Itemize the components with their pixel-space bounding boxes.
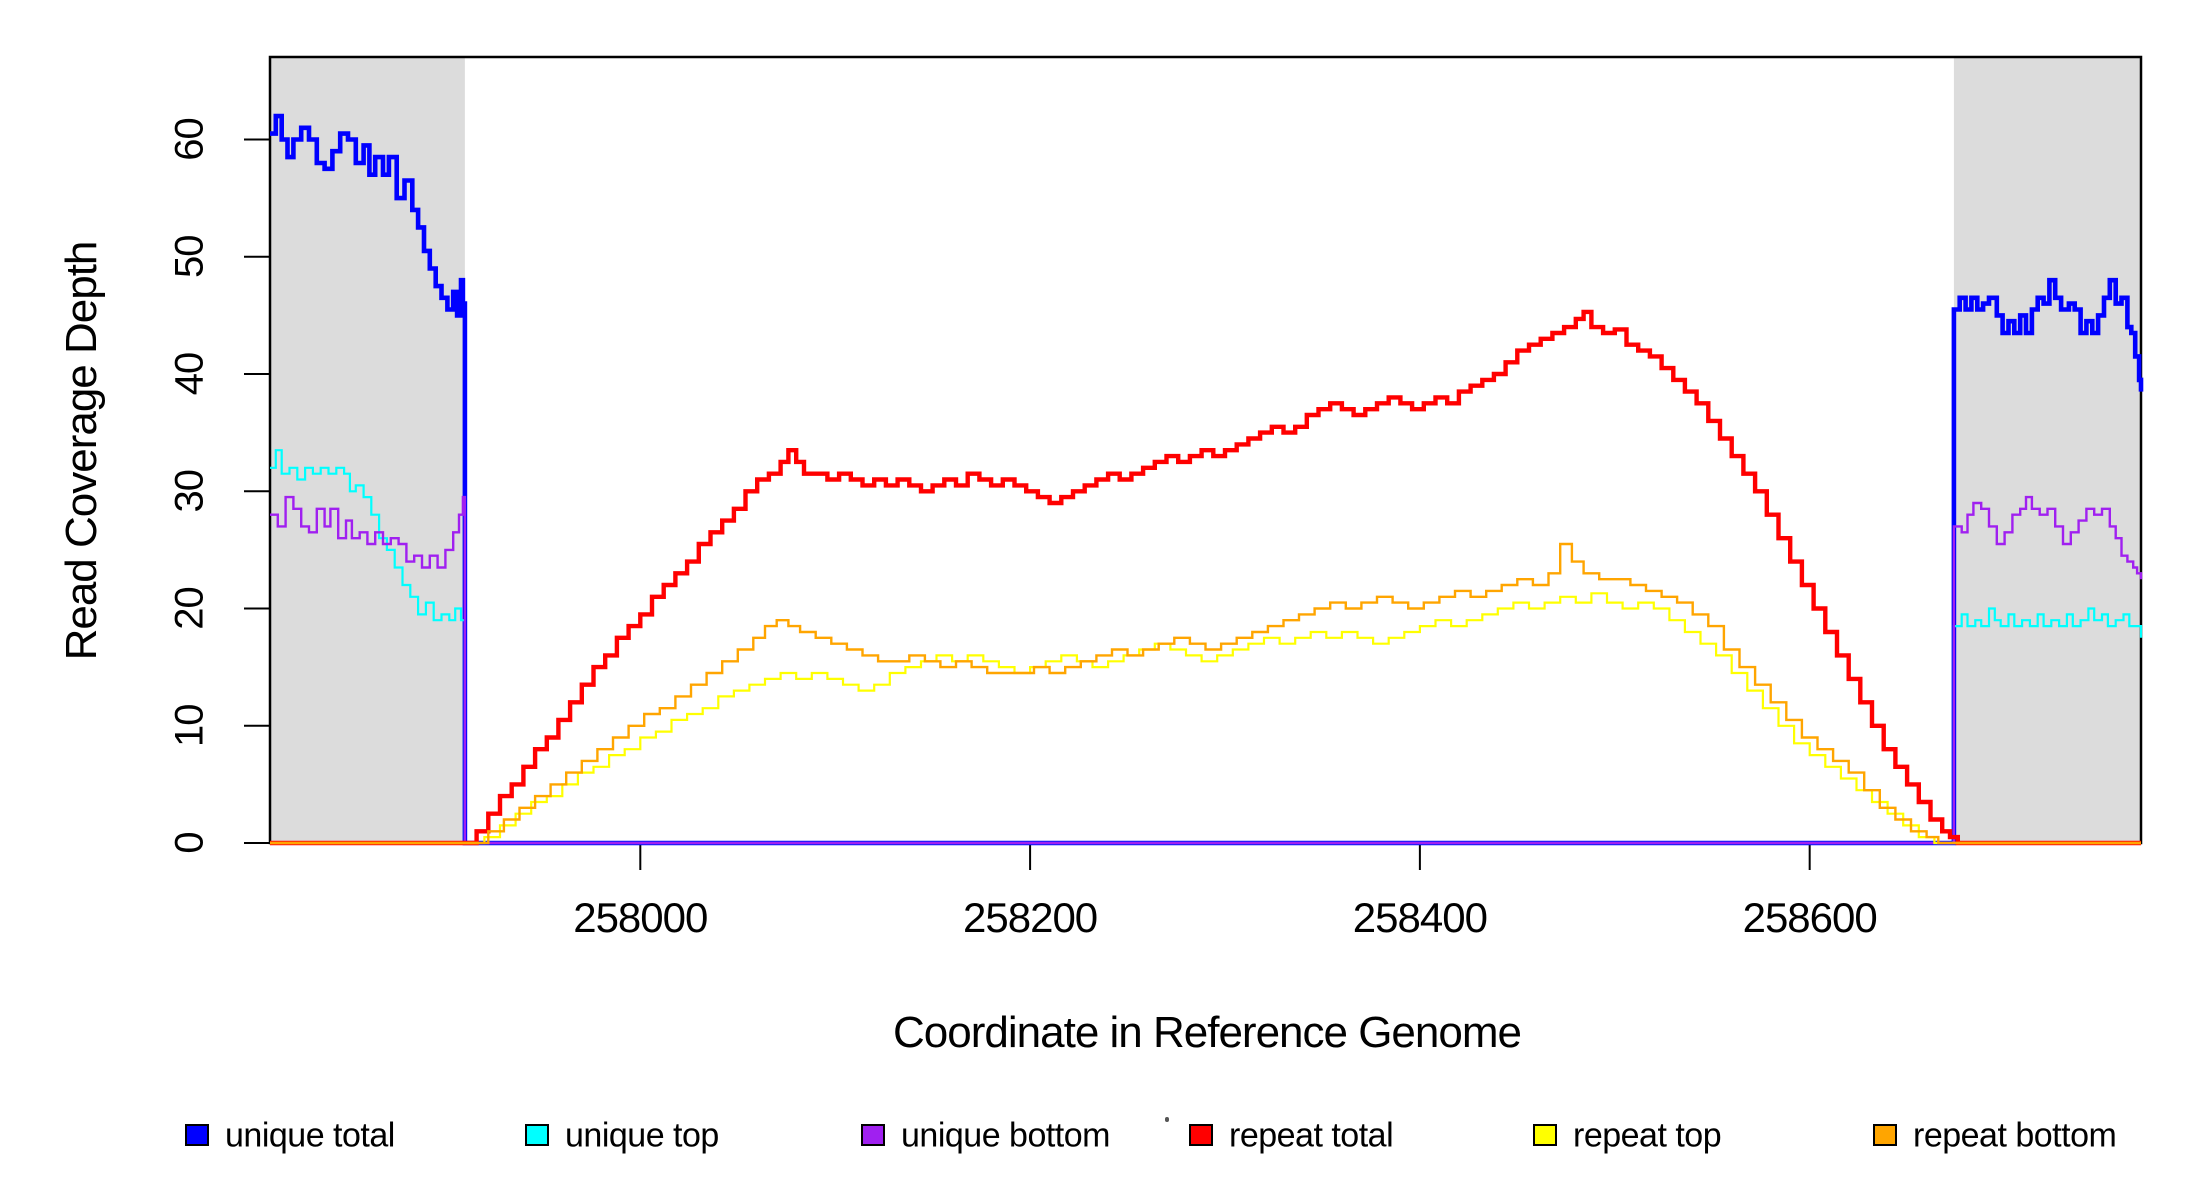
series-repeat-total xyxy=(270,309,2141,846)
series-repeat-bottom xyxy=(270,542,2141,845)
x-axis-title: Coordinate in Reference Genome xyxy=(893,1008,1522,1057)
y-tick-label: 50 xyxy=(168,236,212,279)
stray-dot-artifact xyxy=(1165,1117,1169,1122)
y-tick-label: 20 xyxy=(168,587,212,630)
y-tick-label: 60 xyxy=(168,118,212,161)
y-axis-title: Read Coverage Depth xyxy=(57,241,106,661)
y-tick-label: 30 xyxy=(168,470,212,513)
x-tick-label: 258600 xyxy=(1743,894,1877,941)
masked-region-right xyxy=(1953,57,2141,843)
x-tick-label: 258400 xyxy=(1353,894,1487,941)
y-tick-label: 10 xyxy=(168,705,212,748)
y-tick-label: 0 xyxy=(168,832,212,853)
x-tick-label: 258200 xyxy=(963,894,1097,941)
x-tick-label: 258000 xyxy=(573,894,707,941)
series-unique-total xyxy=(270,113,2144,846)
series-repeat-top xyxy=(270,592,2141,845)
masked-region-left xyxy=(270,57,465,843)
y-tick-label: 40 xyxy=(168,353,212,396)
